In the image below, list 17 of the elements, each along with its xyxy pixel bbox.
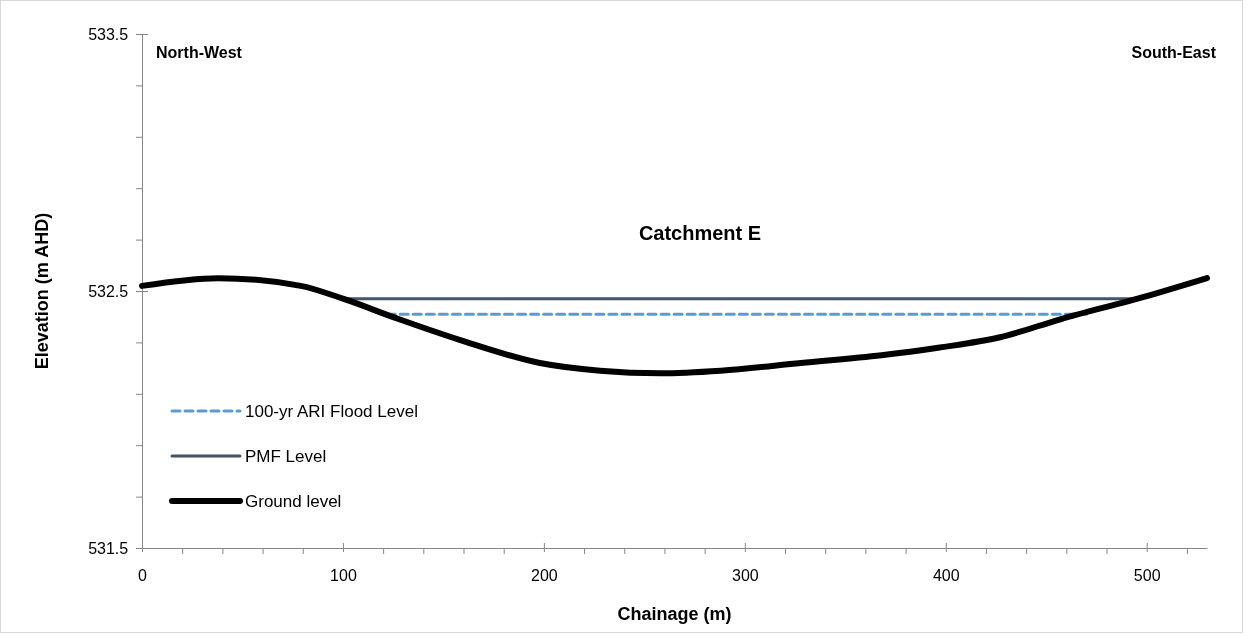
y-tick-label: 532.5 — [88, 282, 129, 300]
annotation: North-West — [156, 44, 243, 61]
x-tick-label: 300 — [731, 567, 759, 584]
text: Catchment E — [638, 222, 762, 244]
legend-label: Ground level — [245, 492, 342, 511]
y-tick-label: 531.5 — [88, 539, 129, 557]
legend-label: PMF Level — [245, 447, 327, 466]
x-axis-title: Chainage (m) — [617, 604, 732, 624]
x-tick-label: 400 — [932, 567, 960, 584]
x-tick-label: 500 — [1133, 567, 1161, 584]
legend-label: 100-yr ARI Flood Level — [245, 402, 418, 421]
x-tick-label: 200 — [531, 567, 558, 584]
x-tick-label: 100 — [330, 567, 357, 584]
annotation: South-East — [1131, 44, 1217, 61]
x-tick-label: 0 — [138, 567, 148, 584]
y-axis-title: Elevation (m AHD) — [32, 212, 52, 370]
y-tick-label: 533.5 — [88, 25, 129, 43]
